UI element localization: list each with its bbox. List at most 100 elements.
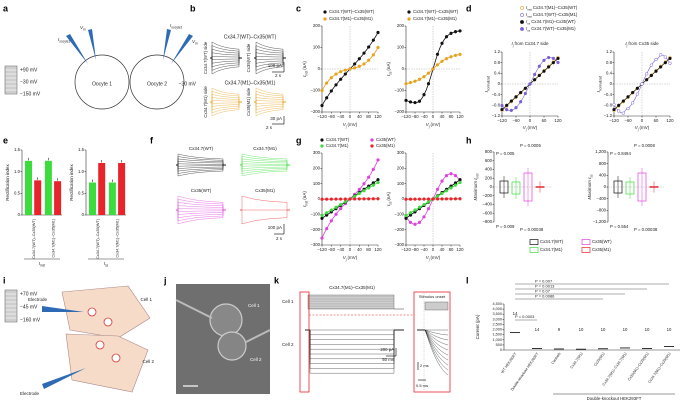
marker bbox=[353, 62, 357, 66]
marker bbox=[617, 109, 621, 113]
label: 10 bbox=[579, 327, 584, 332]
legend-marker bbox=[520, 13, 524, 17]
y-tick-label: 3,500 bbox=[492, 312, 502, 316]
marker bbox=[453, 197, 458, 201]
y-tick-label: −0.4 bbox=[492, 92, 501, 97]
marker bbox=[339, 70, 343, 74]
label-part: I bbox=[526, 26, 528, 31]
y-tick-label: −100 bbox=[310, 211, 320, 216]
panel-label: h bbox=[466, 135, 472, 145]
x-tick-label: −80 bbox=[328, 114, 336, 119]
marker bbox=[458, 29, 462, 33]
label: 14 bbox=[513, 311, 518, 316]
trace bbox=[176, 209, 226, 212]
marker bbox=[422, 197, 426, 201]
marker bbox=[537, 73, 541, 78]
label: Rectification index bbox=[5, 163, 10, 200]
marker bbox=[404, 98, 408, 103]
y-tick-label: −100 bbox=[394, 88, 404, 93]
y-tick-label: 0 bbox=[318, 66, 321, 71]
y-tick-label: −0.4 bbox=[604, 92, 613, 97]
marker bbox=[357, 57, 361, 61]
marker bbox=[320, 213, 324, 218]
marker bbox=[408, 211, 413, 215]
y-tick-label: −0.8 bbox=[492, 102, 501, 107]
legend-label: Cx34.7(WT)–Cx35(WT) bbox=[329, 9, 375, 14]
marker bbox=[325, 211, 329, 215]
label: 200 pA bbox=[380, 347, 394, 352]
marker bbox=[528, 82, 532, 86]
label-part: I bbox=[526, 5, 528, 10]
y-tick-label: 1.0 bbox=[14, 169, 21, 174]
y-tick-label: −100 bbox=[394, 211, 404, 216]
y-tick-label: 0 bbox=[402, 196, 405, 201]
marker bbox=[663, 55, 667, 59]
legend-box bbox=[529, 239, 539, 245]
y-tick-label: 1.5 bbox=[14, 147, 21, 152]
marker bbox=[453, 30, 458, 34]
legend-marker bbox=[320, 144, 324, 148]
trace bbox=[176, 156, 226, 166]
y-tick-label: 100 bbox=[397, 181, 405, 186]
label-part: Cx34.7(M1)–Cx35(WT) bbox=[531, 19, 576, 24]
marker bbox=[612, 107, 616, 112]
marker bbox=[426, 207, 431, 211]
label: Iss(nA) bbox=[386, 62, 392, 76]
cell-image bbox=[217, 331, 247, 361]
marker bbox=[533, 78, 537, 82]
label-part: Cx34.7(M1)–Cx35(WT) bbox=[533, 5, 578, 10]
label: 10 bbox=[623, 327, 628, 332]
label: 0.5 ms bbox=[416, 383, 428, 388]
marker bbox=[413, 79, 417, 83]
label: Ioocyte2 bbox=[170, 23, 183, 29]
label: P = 0.8494 bbox=[610, 151, 631, 156]
label: Vj(mV) bbox=[523, 125, 538, 131]
x-tick-label: 80 bbox=[366, 247, 371, 252]
electrode bbox=[66, 34, 88, 64]
label: Electrode bbox=[20, 391, 40, 396]
marker bbox=[453, 173, 458, 178]
trace bbox=[210, 56, 242, 59]
label: 50 ms bbox=[382, 357, 394, 362]
x-tick-label: 120 bbox=[456, 114, 464, 119]
label-part: (nA) bbox=[302, 61, 307, 70]
label-part: Cx34.7(WT)–Cx35(M1) bbox=[533, 12, 578, 17]
marker bbox=[376, 30, 380, 35]
trace bbox=[417, 329, 449, 351]
cell bbox=[65, 333, 149, 393]
marker bbox=[523, 91, 527, 96]
label: Double-knockout HEK293FT bbox=[587, 396, 642, 401]
y-tick-label: 0.8 bbox=[494, 60, 501, 65]
label: Cell 1 bbox=[140, 297, 152, 302]
x-tick-label: Cx35(M1)–Cx35(M1) bbox=[627, 352, 650, 382]
trace bbox=[176, 164, 226, 177]
marker bbox=[371, 167, 375, 171]
marker bbox=[440, 179, 444, 183]
panel-label: i bbox=[3, 275, 6, 285]
panel-label: g bbox=[296, 135, 302, 145]
label-part: inst bbox=[527, 14, 532, 18]
marker bbox=[500, 107, 504, 112]
marker bbox=[435, 52, 440, 56]
trace bbox=[254, 52, 286, 59]
label-part: I bbox=[170, 23, 172, 28]
y-tick-label: 0 bbox=[402, 66, 405, 71]
trace bbox=[210, 93, 242, 103]
marker bbox=[348, 197, 352, 201]
marker bbox=[533, 72, 537, 77]
marker bbox=[556, 56, 560, 61]
x-tick-label: −120 bbox=[317, 247, 327, 252]
trace bbox=[254, 48, 286, 59]
y-tick-label: 1,200 bbox=[595, 149, 606, 154]
x-tick-label: −120 bbox=[401, 114, 411, 119]
protocol bbox=[4, 289, 18, 323]
legend-box bbox=[581, 247, 591, 253]
legend-label: Cx35(WT) bbox=[376, 137, 396, 142]
y-tick-label: 0 bbox=[318, 196, 321, 201]
x-tick-label: Controls bbox=[551, 352, 562, 365]
label-part: j bbox=[345, 257, 347, 261]
label-part: I bbox=[302, 75, 307, 77]
marker bbox=[626, 106, 630, 111]
panel-label: c bbox=[296, 3, 301, 13]
marker bbox=[440, 59, 444, 63]
